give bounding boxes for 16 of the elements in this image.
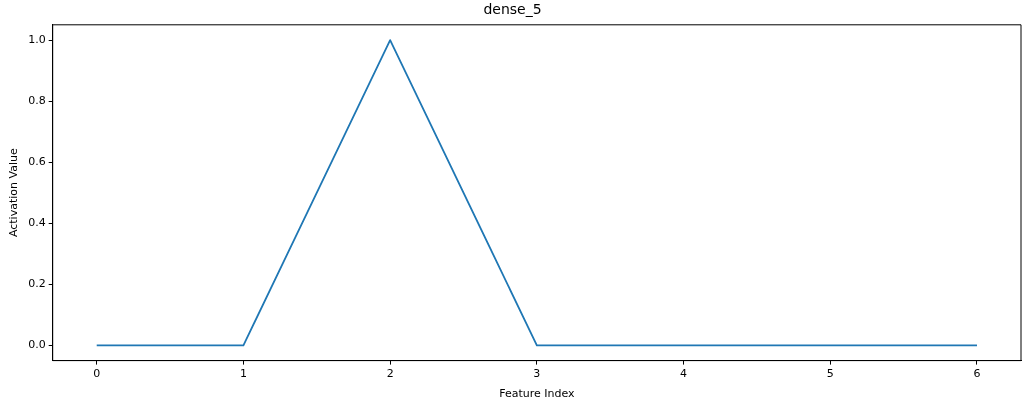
x-tick-label: 4 — [680, 367, 688, 381]
y-tick-label: 0.0 — [28, 338, 46, 352]
x-tick-label: 5 — [826, 367, 834, 381]
chart-title: dense_5 — [483, 1, 542, 18]
x-tick-label: 3 — [533, 367, 541, 381]
x-axis-title: Feature Index — [499, 387, 575, 401]
y-tick-label: 0.8 — [28, 93, 46, 107]
y-axis-title: Activation Value — [7, 148, 21, 238]
y-tick-label: 0.2 — [28, 277, 46, 291]
x-tick-label: 6 — [973, 367, 981, 381]
y-tick-label: 0.6 — [28, 155, 46, 169]
x-tick-label: 1 — [239, 367, 247, 381]
y-tick-label: 1.0 — [28, 32, 46, 46]
y-tick-label: 0.4 — [28, 216, 46, 230]
x-tick-label: 2 — [386, 367, 394, 381]
x-tick-label: 0 — [93, 367, 101, 381]
